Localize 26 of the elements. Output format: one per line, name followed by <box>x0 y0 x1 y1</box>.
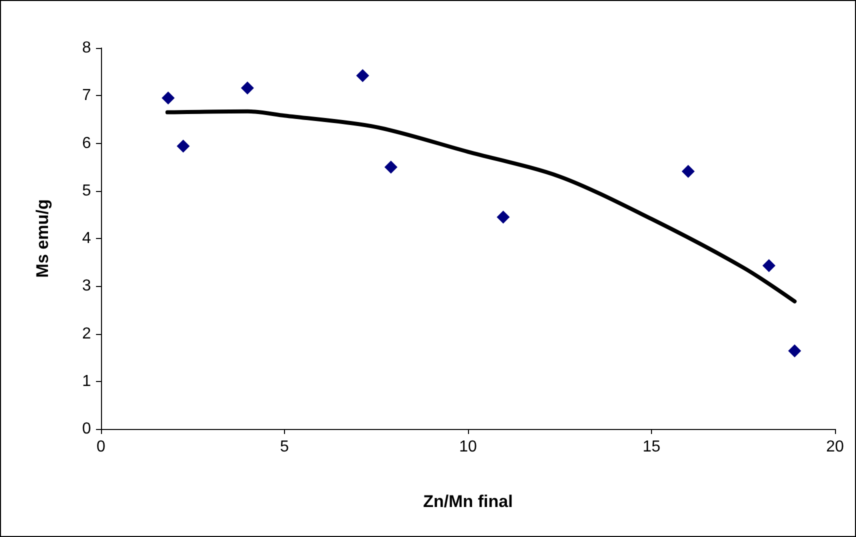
x-tick-label: 20 <box>826 438 844 456</box>
x-axis-title: Zn/Mn final <box>423 492 513 511</box>
y-tick-label: 5 <box>82 182 92 200</box>
x-tick-label: 15 <box>642 438 660 456</box>
x-tick-label: 0 <box>96 438 106 456</box>
point <box>384 160 398 174</box>
y-tick-label: 2 <box>82 325 92 342</box>
point <box>176 140 190 153</box>
y-tick-label: 7 <box>82 87 92 104</box>
line-series <box>165 109 797 304</box>
point <box>496 210 510 224</box>
y-tick-label: 6 <box>82 134 92 152</box>
y-tick-label: 3 <box>82 278 92 295</box>
y-tick-label: 8 <box>82 40 92 56</box>
point <box>682 164 695 178</box>
x-tick-label: 10 <box>459 438 477 456</box>
y-tick-label: 0 <box>82 420 92 438</box>
y-axis-title: Ms emu/g <box>33 199 52 278</box>
x-tick-label: 5 <box>280 438 290 456</box>
point <box>762 259 776 272</box>
point <box>162 92 175 105</box>
point <box>356 69 370 82</box>
point <box>240 82 254 95</box>
y-tick-label: 1 <box>82 372 92 390</box>
point <box>788 344 802 358</box>
y-tick-label: 4 <box>82 230 92 247</box>
